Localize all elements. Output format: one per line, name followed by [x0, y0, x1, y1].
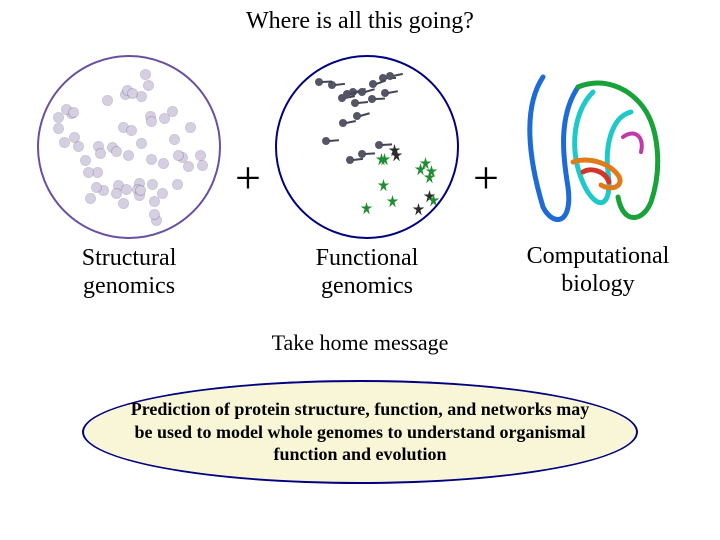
plus-1: +	[235, 88, 261, 268]
caption-functional: Functionalgenomics	[316, 245, 419, 300]
caption-computational: Computationalbiology	[527, 243, 670, 298]
structural-circle	[37, 55, 221, 239]
page-title: Where is all this going?	[0, 8, 720, 35]
caption-structural: Structuralgenomics	[82, 245, 177, 300]
protein-ribbon	[513, 57, 683, 237]
subtitle: Take home message	[0, 330, 720, 356]
plus-2: +	[473, 88, 499, 268]
ribbon-svg	[513, 57, 683, 237]
functional-circle	[275, 55, 459, 239]
panel-structural: Structuralgenomics	[37, 55, 221, 300]
panel-computational: Computationalbiology	[513, 57, 683, 298]
take-home-message: Prediction of protein structure, functio…	[82, 380, 638, 484]
panels-row: Structuralgenomics + Functionalgenomics …	[0, 55, 720, 300]
panel-functional: Functionalgenomics	[275, 55, 459, 300]
message-container: Prediction of protein structure, functio…	[0, 380, 720, 484]
